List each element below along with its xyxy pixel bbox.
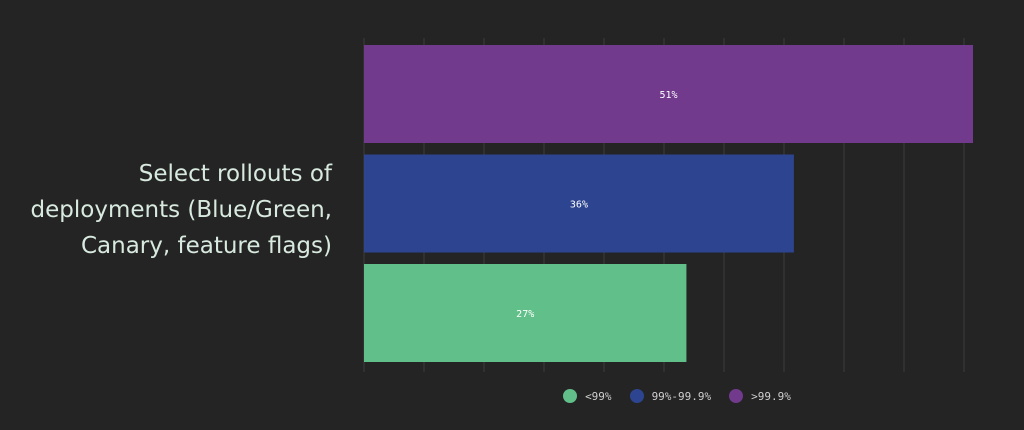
legend-swatch-mid [629,389,644,403]
legend: <99% 99%-99.9% >99.9% [0,389,1024,403]
legend-item-high: >99.9% [729,389,791,403]
bar-2 [364,264,687,362]
legend-item-low: <99% [563,389,612,403]
bar-0 [364,45,973,143]
legend-label-high: >99.9% [751,389,791,403]
legend-swatch-low [563,389,578,403]
legend-swatch-high [729,389,744,403]
legend-label-mid: 99%-99.9% [651,389,712,403]
legend-label-low: <99% [585,389,612,403]
legend-item-mid: 99%-99.9% [629,389,712,403]
bar-label-1: 36% [570,200,588,211]
category-label: Select rollouts of deployments (Blue/Gre… [30,161,332,259]
bar-label-0: 51% [659,90,677,101]
bar-1 [364,154,794,253]
bar-label-2: 27% [516,309,534,320]
